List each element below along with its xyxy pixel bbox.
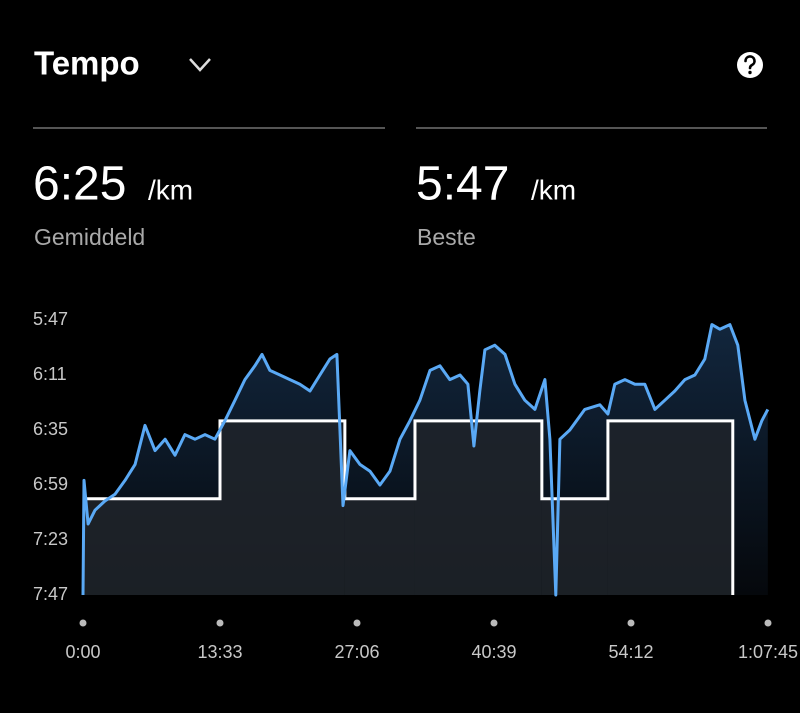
x-tick-mark bbox=[216, 619, 224, 627]
stat-unit: /km bbox=[531, 174, 576, 205]
stat-unit: /km bbox=[148, 174, 193, 205]
y-tick-label: 7:47 bbox=[33, 584, 68, 604]
dropdown-chevron[interactable] bbox=[189, 58, 211, 72]
lap-line bbox=[83, 419, 735, 595]
stat-label: Gemiddeld bbox=[34, 224, 145, 250]
stat-value: 6:25 bbox=[33, 158, 126, 211]
x-tick-label: 0:00 bbox=[65, 642, 100, 662]
pace-line bbox=[81, 323, 770, 597]
y-tick-label: 6:35 bbox=[33, 419, 68, 439]
y-tick-label: 5:47 bbox=[33, 309, 68, 329]
x-tick-label: 40:39 bbox=[471, 642, 516, 662]
y-tick-label: 7:23 bbox=[33, 529, 68, 549]
y-tick-label: 6:59 bbox=[33, 474, 68, 494]
stat-value: 5:47 bbox=[416, 158, 509, 211]
x-tick-mark bbox=[353, 619, 361, 627]
lap-bar bbox=[607, 420, 733, 595]
x-tick-label: 54:12 bbox=[608, 642, 653, 662]
x-tick-mark bbox=[627, 619, 635, 627]
x-tick-mark bbox=[764, 619, 772, 627]
chart: 5:47 6:11 6:35 6:59 7:23 7:47 0:00 13:33 27:06 40… bbox=[33, 309, 798, 662]
help-icon[interactable] bbox=[737, 52, 763, 78]
lap-bar bbox=[344, 498, 415, 595]
lap-bar bbox=[83, 498, 220, 595]
x-tick-mark bbox=[79, 619, 87, 627]
stat-label: Beste bbox=[417, 224, 476, 250]
x-tick-label: 1:07:45 bbox=[738, 642, 798, 662]
lap-bar bbox=[414, 420, 542, 595]
y-tick-label: 6:11 bbox=[33, 364, 67, 384]
page-title: Tempo bbox=[34, 45, 140, 82]
x-tick-label: 13:33 bbox=[197, 642, 242, 662]
x-tick-mark bbox=[490, 619, 498, 627]
x-tick-label: 27:06 bbox=[334, 642, 379, 662]
lap-bar bbox=[220, 420, 345, 595]
